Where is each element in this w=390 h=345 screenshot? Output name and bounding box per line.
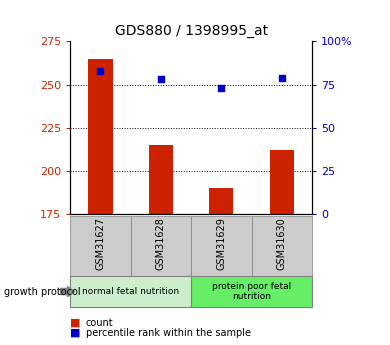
Point	[158, 77, 164, 82]
Text: GSM31628: GSM31628	[156, 217, 166, 270]
Text: ■: ■	[70, 328, 81, 338]
Text: ■: ■	[70, 318, 81, 327]
Bar	[149, 145, 173, 214]
Bar	[270, 150, 294, 214]
Point	[279, 75, 285, 80]
Text: GSM31629: GSM31629	[216, 217, 226, 270]
Text: count: count	[86, 318, 113, 327]
Bar	[209, 188, 233, 214]
Text: growth protocol: growth protocol	[4, 287, 80, 296]
Bar	[88, 59, 113, 214]
Text: percentile rank within the sample: percentile rank within the sample	[86, 328, 251, 338]
Point	[218, 85, 225, 91]
Title: GDS880 / 1398995_at: GDS880 / 1398995_at	[115, 23, 268, 38]
Text: normal fetal nutrition: normal fetal nutrition	[82, 287, 179, 296]
Text: GSM31627: GSM31627	[96, 217, 105, 270]
Point	[98, 68, 104, 73]
Text: GSM31630: GSM31630	[277, 217, 287, 270]
Text: protein poor fetal
nutrition: protein poor fetal nutrition	[212, 282, 291, 301]
